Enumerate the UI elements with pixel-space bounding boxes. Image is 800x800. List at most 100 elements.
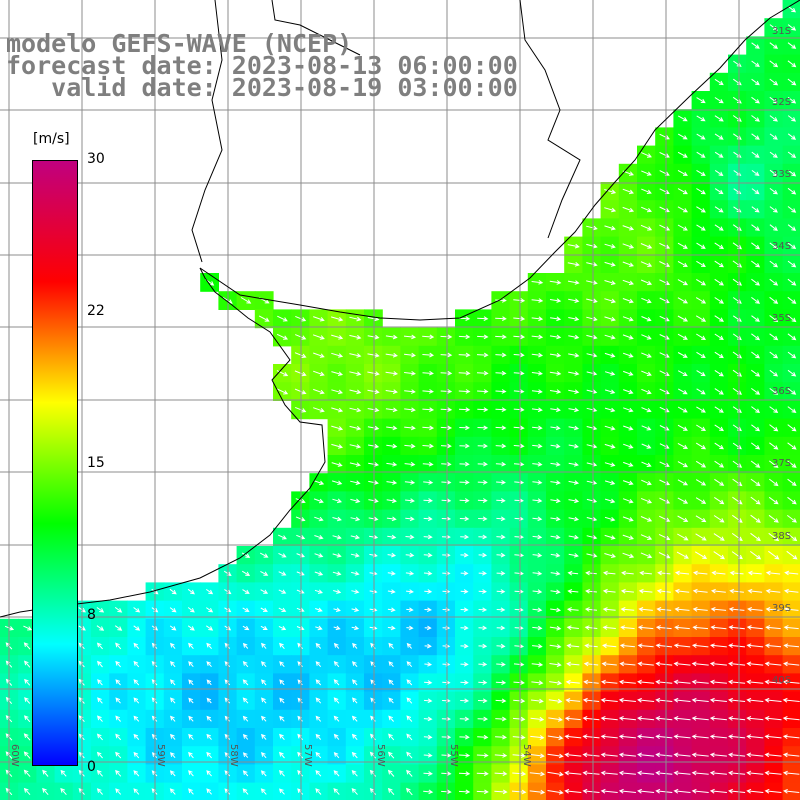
wind-arrow [751, 42, 760, 49]
wind-arrow [404, 407, 416, 413]
wind-arrow [746, 643, 764, 649]
wind-arrow [769, 278, 779, 286]
wind-arrow [351, 715, 358, 722]
wind-arrow [751, 424, 761, 432]
wind-arrow [732, 224, 742, 231]
wind-arrow [656, 606, 672, 612]
wind-arrow [387, 607, 396, 613]
wind-arrow [386, 480, 398, 485]
wind-arrow [691, 661, 709, 667]
wind-arrow [531, 352, 544, 358]
wind-arrow [259, 552, 269, 558]
wind-arrow [568, 498, 580, 504]
lat-label-40s: 40S [772, 675, 792, 686]
wind-arrow [458, 389, 471, 394]
wind-arrow [133, 770, 140, 777]
wind-arrow [746, 661, 764, 667]
lat-label-36s: 36S [772, 386, 792, 397]
wind-arrow [278, 589, 287, 594]
wind-arrow [620, 588, 634, 594]
wind-arrow [458, 334, 471, 340]
wind-arrow [495, 407, 507, 412]
wind-arrow [277, 315, 288, 322]
wind-arrow [768, 514, 779, 523]
wind-arrow [638, 607, 653, 612]
wind-arrow [677, 279, 689, 286]
wind-arrow [133, 751, 140, 759]
wind-arrow [406, 625, 414, 631]
wind-arrow [622, 298, 634, 304]
wind-arrow [709, 734, 727, 740]
wind-arrow [714, 478, 725, 486]
wind-arrow [404, 461, 416, 467]
wind-arrow [115, 697, 121, 704]
wind-arrow [404, 352, 416, 358]
wind-arrow [279, 642, 285, 650]
wind-arrow [640, 534, 653, 540]
wind-arrow [352, 642, 358, 649]
wind-arrow [691, 716, 709, 721]
wind-arrow [640, 279, 653, 286]
wind-arrow [441, 516, 452, 522]
wind-arrow [313, 498, 324, 504]
border-north [271, 0, 361, 56]
wind-arrow [422, 407, 435, 412]
wind-arrow [787, 442, 797, 450]
wind-arrow [332, 498, 342, 504]
wind-arrow [692, 588, 708, 594]
wind-arrow [388, 661, 394, 668]
wind-arrow [640, 497, 653, 504]
wind-arrow [567, 280, 580, 285]
wind-arrow [513, 461, 525, 467]
wind-arrow [441, 461, 452, 467]
wind-arrow [495, 425, 507, 431]
wind-arrow [495, 352, 507, 358]
wind-arrow [351, 751, 358, 759]
wind-arrow [709, 770, 727, 776]
wind-arrow [406, 607, 414, 613]
wind-arrow [787, 6, 797, 13]
wind-arrow [478, 625, 488, 631]
wind-arrow [532, 589, 543, 594]
wind-arrow [386, 443, 398, 449]
wind-arrow [478, 534, 488, 540]
wind-arrow [312, 334, 325, 340]
wind-arrow [655, 752, 673, 758]
wind-arrow [260, 788, 267, 795]
wind-arrow [714, 151, 724, 158]
wind-arrow [691, 770, 709, 776]
wind-arrow [783, 643, 800, 649]
lon-label-57w: 57W [302, 744, 313, 767]
wind-arrow [677, 370, 688, 377]
wind-arrow [673, 716, 691, 721]
wind-arrow [477, 479, 488, 485]
wind-arrow [657, 570, 671, 576]
wind-arrow [750, 478, 761, 487]
wind-arrow [618, 716, 636, 721]
wind-arrow [188, 788, 194, 795]
wind-arrow [440, 443, 452, 449]
wind-arrow [764, 734, 782, 740]
lat-label-39s: 39S [772, 603, 792, 614]
wind-arrow [641, 352, 652, 358]
wind-arrow [260, 770, 267, 777]
wind-arrow [622, 206, 635, 213]
wind-arrow [547, 790, 564, 795]
wind-arrow [440, 425, 453, 431]
wind-arrow [622, 552, 635, 559]
wind-arrow [532, 552, 543, 558]
wind-arrow [787, 460, 797, 468]
wind-arrow [692, 570, 708, 576]
wind-arrow [513, 370, 525, 376]
wind-arrow [261, 642, 267, 649]
wind-arrow [695, 533, 707, 541]
wind-arrow [133, 625, 141, 631]
wind-arrow [655, 625, 672, 630]
wind-arrow [133, 697, 140, 704]
wind-arrow [728, 643, 746, 649]
wind-arrow [691, 697, 709, 703]
wind-arrow [458, 407, 471, 412]
wind-arrow [746, 752, 764, 758]
wind-arrow [783, 661, 800, 667]
